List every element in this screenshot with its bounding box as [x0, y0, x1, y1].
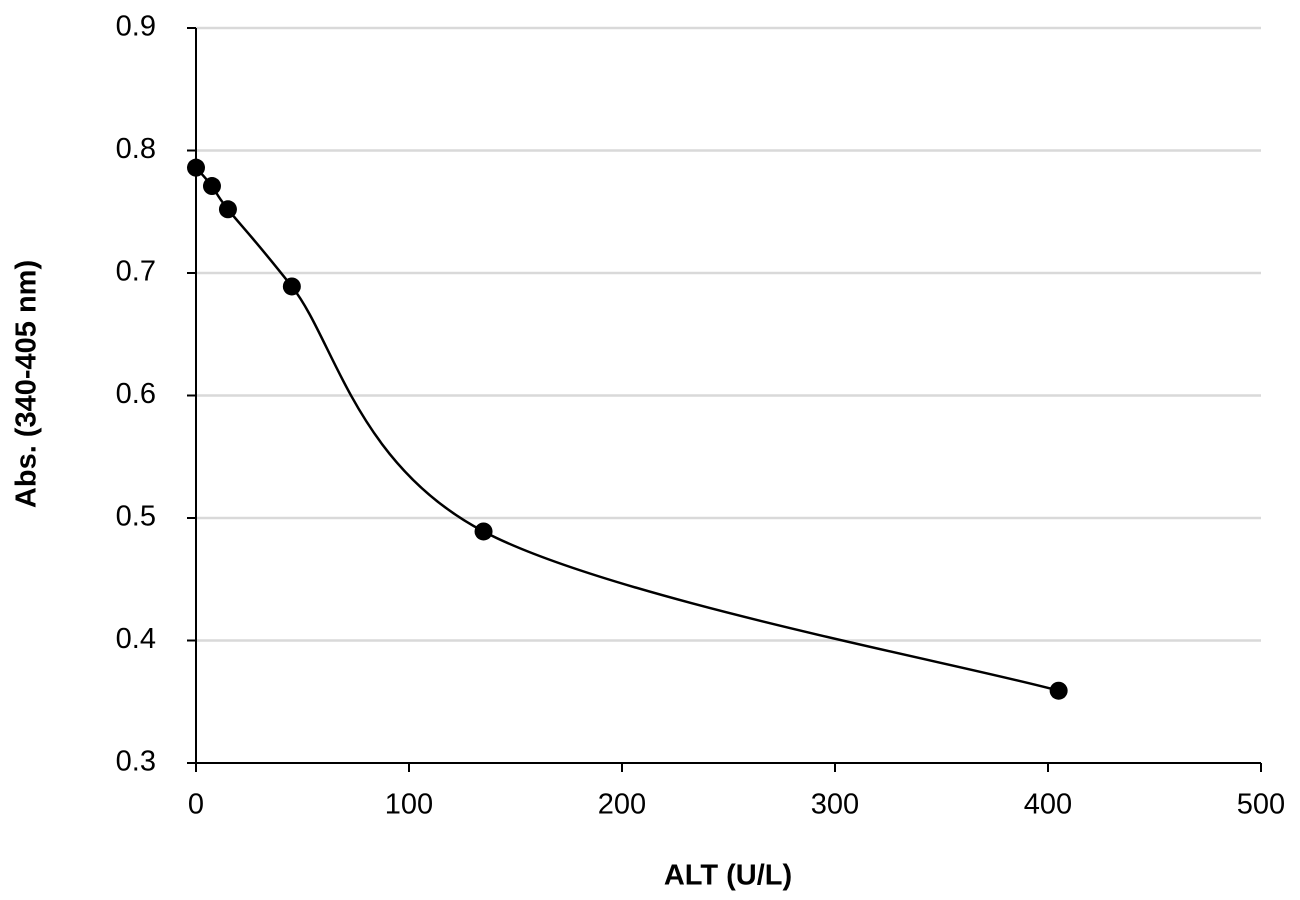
y-tick-label: 0.9	[116, 11, 156, 43]
x-tick-label: 100	[385, 789, 433, 821]
data-point	[282, 277, 301, 296]
y-axis-title: Abs. (340-405 nm)	[11, 260, 43, 508]
x-tick-label: 0	[188, 789, 204, 821]
data-point	[202, 177, 221, 196]
data-point	[1049, 681, 1068, 700]
data-line	[195, 166, 1059, 692]
x-tick-label: 300	[811, 789, 859, 821]
x-tick-label: 500	[1237, 789, 1285, 821]
data-point	[187, 158, 205, 177]
data-point	[474, 522, 493, 541]
y-tick-label: 0.6	[116, 378, 156, 410]
y-tick-label: 0.3	[116, 746, 156, 778]
y-tick-label: 0.8	[116, 133, 156, 165]
data-point	[218, 200, 237, 219]
y-tick-label: 0.5	[116, 501, 156, 533]
x-tick-label: 400	[1024, 789, 1072, 821]
y-tick-label: 0.7	[116, 256, 156, 288]
y-tick-label: 0.4	[116, 623, 156, 655]
x-axis-title: ALT (U/L)	[664, 860, 792, 892]
x-tick-label: 200	[598, 789, 646, 821]
